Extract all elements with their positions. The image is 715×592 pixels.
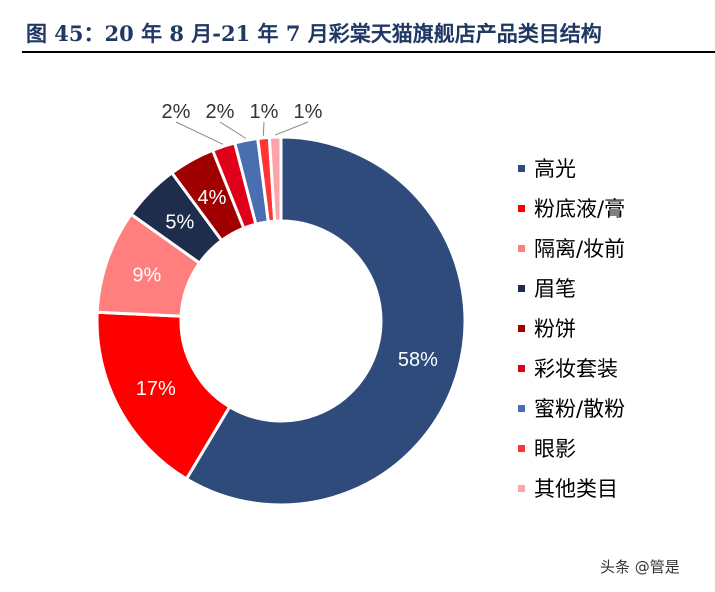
legend-item: 隔离/妆前 (518, 228, 625, 268)
legend-label: 眼影 (534, 437, 576, 461)
legend-item: 高光 (518, 148, 625, 188)
legend-label: 眉笔 (534, 277, 576, 301)
data-label: 5% (165, 211, 194, 233)
legend-swatch (518, 244, 525, 252)
data-label: 1% (294, 101, 323, 123)
data-label: 2% (162, 101, 191, 123)
data-label: 1% (250, 101, 279, 123)
data-label: 58% (398, 349, 438, 371)
data-label: 4% (198, 187, 227, 209)
legend-item: 其他类目 (518, 468, 625, 508)
leader-line (219, 121, 247, 139)
legend-label: 粉饼 (534, 317, 576, 341)
legend-swatch (518, 284, 525, 292)
legend-swatch (518, 484, 525, 492)
legend-item: 眉笔 (518, 268, 625, 308)
leader-line (175, 121, 224, 145)
legend-swatch (518, 364, 525, 372)
leader-line (274, 121, 309, 136)
legend-swatch (518, 444, 525, 452)
legend-label: 高光 (534, 157, 576, 181)
data-label: 17% (136, 378, 176, 400)
legend-label: 其他类目 (534, 477, 618, 501)
slice-1 (95, 310, 232, 481)
slice-8 (267, 135, 283, 223)
figure-title: 图 45：20 年 8 月-21 年 7 月彩棠天猫旗舰店产品类目结构 (26, 21, 602, 46)
legend-item: 粉饼 (518, 308, 625, 348)
legend-item: 彩妆套装 (518, 348, 625, 388)
leader-line (262, 121, 265, 136)
legend-label: 隔离/妆前 (534, 237, 626, 261)
legend-swatch (518, 164, 525, 172)
data-label: 2% (206, 101, 235, 123)
legend-label: 彩妆套装 (534, 357, 618, 381)
legend-swatch (518, 204, 525, 212)
legend-item: 蜜粉/散粉 (518, 388, 625, 428)
legend-swatch (518, 324, 525, 332)
legend-item: 粉底液/膏 (518, 188, 625, 228)
watermark: 头条 @管是 (600, 558, 680, 576)
slice-0 (184, 135, 467, 507)
legend: 高光粉底液/膏隔离/妆前眉笔粉饼彩妆套装蜜粉/散粉眼影其他类目 (518, 148, 625, 508)
legend-label: 粉底液/膏 (534, 197, 626, 221)
legend-label: 蜜粉/散粉 (534, 397, 626, 421)
legend-swatch (518, 404, 525, 412)
data-label: 9% (132, 265, 161, 287)
title-rule (22, 51, 715, 53)
legend-item: 眼影 (518, 428, 625, 468)
